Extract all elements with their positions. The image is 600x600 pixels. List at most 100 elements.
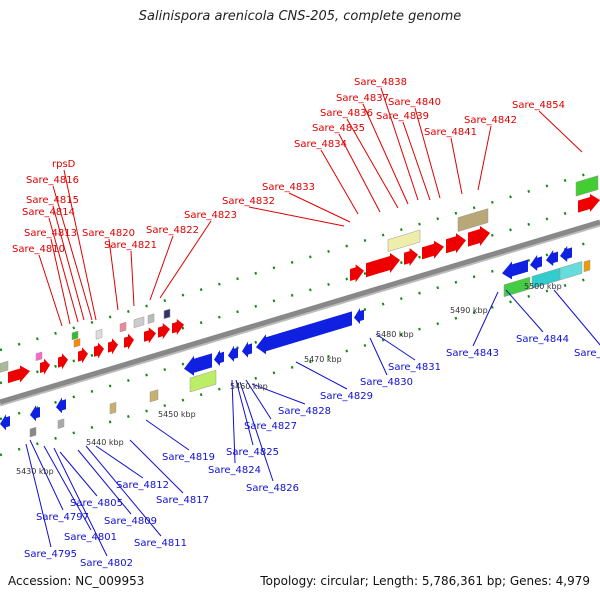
leader-line-forward [338, 133, 381, 213]
gene-label-forward: Sare_4842 [464, 115, 517, 126]
leader-line-reverse [59, 451, 98, 497]
gene-label-forward: Sare_4854 [512, 100, 565, 111]
leader-line-reverse [505, 289, 544, 333]
gene-feature-10 [172, 318, 184, 335]
leader-line-reverse [235, 379, 254, 446]
gene-label-forward: Sare_4820 [82, 228, 135, 239]
gene-feature-5 [94, 342, 104, 359]
gene-label-reverse: Sare_4797 [36, 512, 89, 523]
accession-text: Accession: NC_009953 [8, 574, 145, 588]
gene-feature-18 [0, 414, 10, 431]
gene-feature-35 [119, 321, 127, 333]
leader-line-forward [52, 205, 85, 321]
gene-feature-34 [133, 316, 145, 329]
gene-label-forward: Sare_4815 [26, 195, 79, 206]
leader-line-reverse [375, 333, 416, 361]
leader-line-forward [108, 238, 119, 311]
scale-label: 5490 kbp [450, 306, 488, 315]
leader-line-reverse [472, 291, 499, 347]
gene-label-reverse: Sare_4811 [134, 538, 187, 549]
leader-line-reverse [53, 447, 108, 557]
backbone-line [0, 219, 600, 405]
leader-line-reverse [295, 361, 348, 390]
tick-row-1 [0, 168, 600, 352]
leader-line-forward [130, 250, 135, 307]
gene-feature-43 [189, 369, 217, 393]
gene-feature-1 [8, 365, 30, 384]
gene-feature-23 [228, 345, 238, 362]
gene-label-forward: Sare_4833 [262, 182, 315, 193]
gene-feature-24 [242, 341, 252, 358]
scale-labels: 5430 kbp 5440 kbp 5450 kbp 5460 kbp 5470 kbp… [16, 282, 562, 476]
gene-label-reverse: Sare_4830 [360, 377, 413, 388]
genome-backbone [0, 219, 600, 407]
gene-feature-13 [404, 248, 418, 267]
gene-feature-20 [56, 397, 66, 414]
gene-label-reverse: Sare_4843 [446, 348, 499, 359]
label-leader-lines [25, 87, 600, 557]
gene-label-reverse: Sare_4826 [246, 483, 299, 494]
gene-feature-6 [108, 338, 118, 355]
gene-label-reverse: Sare_4831 [388, 362, 441, 373]
gene-feature-30 [560, 245, 572, 262]
leader-line-reverse [245, 379, 272, 420]
leader-line-reverse [239, 381, 274, 482]
gene-feature-38 [73, 338, 81, 348]
scale-label: 5480 kbp [376, 330, 414, 339]
gene-feature-4 [78, 347, 88, 364]
gene-label-forward: Sare_4834 [294, 139, 347, 150]
leader-line-forward [320, 149, 359, 215]
gene-label-reverse: Sare_4829 [320, 391, 373, 402]
leader-line-forward [450, 137, 463, 195]
backbone-shadow [0, 223, 600, 407]
leader-line-reverse [231, 379, 236, 464]
leader-line-forward [248, 206, 345, 227]
leader-line-reverse [553, 289, 600, 346]
leader-line-forward [149, 235, 174, 301]
gene-label-forward: Sare_4810 [12, 244, 65, 255]
topology-text: Topology: circular; Length: 5,786,361 bp… [260, 574, 590, 588]
scale-label: 5450 kbp [158, 410, 196, 419]
gene-feature-47 [583, 259, 591, 273]
gene-feature-49 [109, 401, 117, 415]
gene-label-reverse: Sare_4827 [244, 421, 297, 432]
gene-feature-9 [158, 323, 170, 340]
leader-line-reverse [251, 383, 306, 405]
gene-label-forward: Sare_4837 [336, 93, 389, 104]
gene-label-forward: Sare_4839 [376, 111, 429, 122]
leader-line-forward [538, 110, 583, 153]
gene-label-reverse: Sare_4809 [104, 516, 157, 527]
leader-line-forward [380, 87, 419, 201]
gene-feature-29 [546, 250, 558, 267]
leader-line-forward [50, 238, 71, 325]
gene-label-forward: Sare_4836 [320, 108, 373, 119]
gene-feature-12 [366, 253, 400, 278]
gene-feature-46 [559, 261, 583, 281]
gene-feature-27 [502, 259, 528, 280]
gene-label-reverse: Sare_4802 [80, 558, 133, 569]
gene-feature-40 [95, 329, 103, 340]
gene-label-reverse: Sare_4824 [208, 465, 261, 476]
gene-label-forward: Sare_4821 [104, 240, 157, 251]
gene-feature-41 [0, 360, 9, 373]
leader-line-forward [346, 118, 399, 209]
gene-label-forward: Sare_4816 [26, 175, 79, 186]
gene-label-forward: Sare_4823 [184, 210, 237, 221]
gene-label-reverse: Sare_4795 [24, 549, 77, 560]
gene-feature-15 [446, 233, 466, 254]
leader-line-reverse [129, 439, 184, 494]
gene-feature-39 [71, 330, 79, 341]
leader-line-reverse [85, 445, 162, 537]
scale-label: 5470 kbp [304, 355, 342, 364]
gene-feature-7 [124, 333, 134, 350]
leader-line-forward [63, 169, 97, 321]
gene-feature-16 [468, 226, 490, 247]
tick-row-4 [0, 273, 600, 457]
gene-feature-44 [503, 276, 531, 298]
leader-line-reverse [29, 439, 64, 511]
gene-feature-42 [35, 351, 43, 362]
gene-label-forward: Sare_4832 [222, 196, 275, 207]
leader-line-forward [414, 107, 441, 199]
leader-line-reverse [25, 443, 52, 548]
